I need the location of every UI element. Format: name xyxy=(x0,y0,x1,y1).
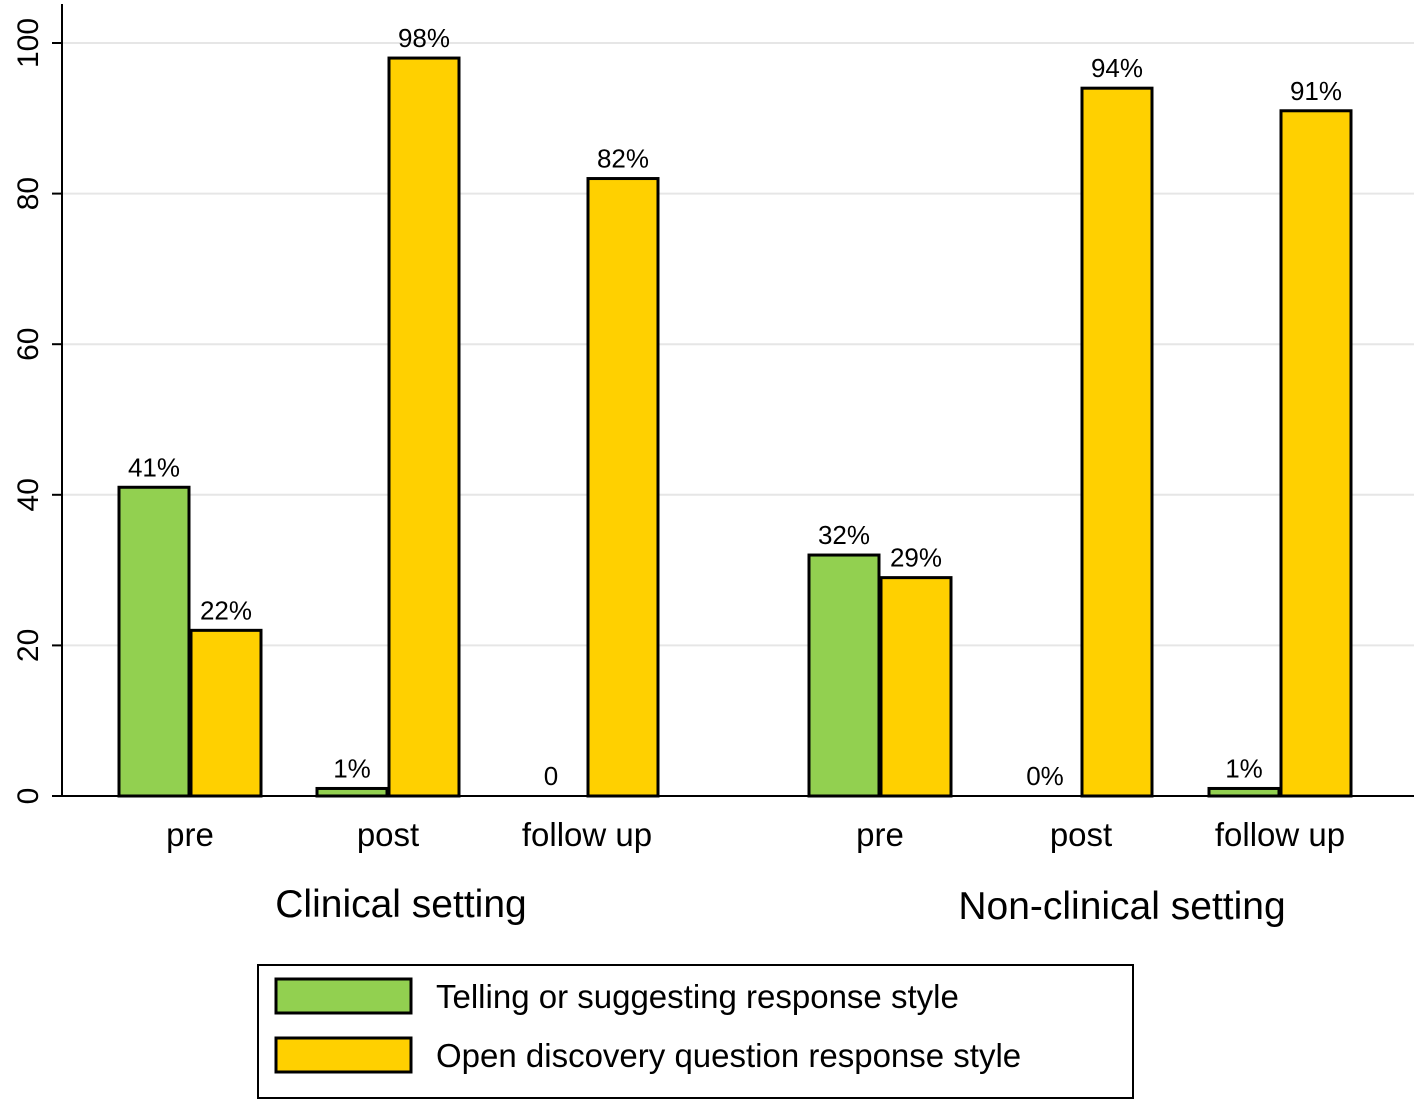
bars xyxy=(117,56,1353,798)
bar-g1-post-s1 xyxy=(1080,86,1154,798)
gridlines xyxy=(62,42,1414,647)
y-tick-label-40: 40 xyxy=(12,478,45,511)
data-label: 82% xyxy=(597,144,649,174)
bar-g0-post-s1 xyxy=(387,56,461,798)
data-label: 0% xyxy=(1026,761,1064,791)
category-label: post xyxy=(357,816,419,853)
legend-label-0: Telling or suggesting response style xyxy=(436,978,959,1015)
category-label: pre xyxy=(856,816,904,853)
y-axis: 0 20 40 60 80 100 xyxy=(12,4,1414,804)
data-label: 22% xyxy=(200,595,252,625)
y-tick-label-80: 80 xyxy=(12,177,45,210)
category-label: follow up xyxy=(1215,816,1345,853)
bar-g0-post-s0 xyxy=(315,786,389,798)
data-label: 0 xyxy=(544,761,558,791)
legend-swatch-1 xyxy=(274,1036,413,1074)
group-label: Non-clinical setting xyxy=(958,885,1285,928)
data-label: 1% xyxy=(333,753,371,783)
bar-g1-follow-up-s0 xyxy=(1207,786,1281,798)
category-label: post xyxy=(1050,816,1112,853)
bar-g0-pre-s0 xyxy=(117,485,191,798)
bar-g0-follow-up-s1 xyxy=(586,177,660,798)
data-label: 98% xyxy=(398,23,450,53)
data-label: 91% xyxy=(1290,76,1342,106)
bar-g1-pre-s1 xyxy=(879,576,953,798)
y-tick-label-20: 20 xyxy=(12,629,45,662)
bar-g1-follow-up-s1 xyxy=(1279,109,1353,798)
y-tick-label-100: 100 xyxy=(12,18,45,68)
data-labels: 41% 22% 1% 98% 0 82% 32% 29% 0% 94% 1% 91% xyxy=(128,23,1342,791)
legend-label-1: Open discovery question response style xyxy=(436,1037,1021,1074)
category-label: pre xyxy=(166,816,214,853)
data-label: 1% xyxy=(1225,753,1263,783)
y-tick-label-60: 60 xyxy=(12,328,45,361)
category-label: follow up xyxy=(522,816,652,853)
data-label: 94% xyxy=(1091,53,1143,83)
data-label: 29% xyxy=(890,543,942,573)
data-label: 41% xyxy=(128,452,180,482)
legend: Telling or suggesting response style Open… xyxy=(257,964,1134,1099)
group-label: Clinical setting xyxy=(275,883,526,926)
category-labels: pre post follow up Clinical setting pre post f… xyxy=(166,816,1345,928)
legend-swatch-0 xyxy=(274,977,413,1015)
bar-g1-pre-s0 xyxy=(807,553,881,798)
y-tick-label-0: 0 xyxy=(12,788,45,805)
data-label: 32% xyxy=(818,520,870,550)
bar-g0-pre-s1 xyxy=(189,628,263,798)
